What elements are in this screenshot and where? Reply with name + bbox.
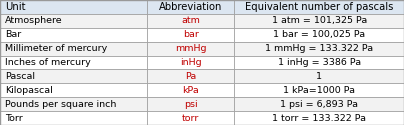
Text: 1 bar = 100,025 Pa: 1 bar = 100,025 Pa [273,30,365,39]
Text: bar: bar [183,30,199,39]
Text: Millimeter of mercury: Millimeter of mercury [5,44,107,53]
Text: 1: 1 [316,72,322,81]
Bar [0,56,147,70]
Text: Inches of mercury: Inches of mercury [5,58,90,67]
Bar [234,42,404,56]
Text: Pounds per square inch: Pounds per square inch [5,100,116,109]
Text: 1 torr = 133.322 Pa: 1 torr = 133.322 Pa [272,114,366,122]
Bar [0,0,147,14]
Bar [234,0,404,14]
Text: Pa: Pa [185,72,196,81]
Bar [234,97,404,111]
Bar [234,56,404,70]
Text: Kilopascal: Kilopascal [5,86,53,95]
Bar [0,70,147,83]
Text: torr: torr [182,114,200,122]
Bar [234,111,404,125]
Bar [0,83,147,97]
Text: mmHg: mmHg [175,44,206,53]
Text: atm: atm [181,16,200,25]
Bar [0,97,147,111]
Text: Bar: Bar [5,30,21,39]
Bar [147,14,234,28]
Text: inHg: inHg [180,58,202,67]
Bar [0,14,147,28]
Bar [0,42,147,56]
Bar [147,70,234,83]
Text: psi: psi [184,100,198,109]
Text: Atmosphere: Atmosphere [5,16,63,25]
Text: 1 mmHg = 133.322 Pa: 1 mmHg = 133.322 Pa [265,44,373,53]
Bar [147,97,234,111]
Bar [147,0,234,14]
Text: 1 psi = 6,893 Pa: 1 psi = 6,893 Pa [280,100,358,109]
Text: Equivalent number of pascals: Equivalent number of pascals [245,2,393,12]
Text: Abbreviation: Abbreviation [159,2,223,12]
Text: Torr: Torr [5,114,23,122]
Bar [234,70,404,83]
Bar [234,14,404,28]
Bar [147,111,234,125]
Text: kPa: kPa [183,86,199,95]
Text: Pascal: Pascal [5,72,35,81]
Bar [234,28,404,42]
Bar [0,111,147,125]
Bar [234,83,404,97]
Bar [147,42,234,56]
Text: 1 kPa=1000 Pa: 1 kPa=1000 Pa [283,86,355,95]
Bar [0,28,147,42]
Bar [147,56,234,70]
Text: 1 atm = 101,325 Pa: 1 atm = 101,325 Pa [271,16,367,25]
Text: 1 inHg = 3386 Pa: 1 inHg = 3386 Pa [278,58,361,67]
Text: Unit: Unit [5,2,25,12]
Bar [147,83,234,97]
Bar [147,28,234,42]
